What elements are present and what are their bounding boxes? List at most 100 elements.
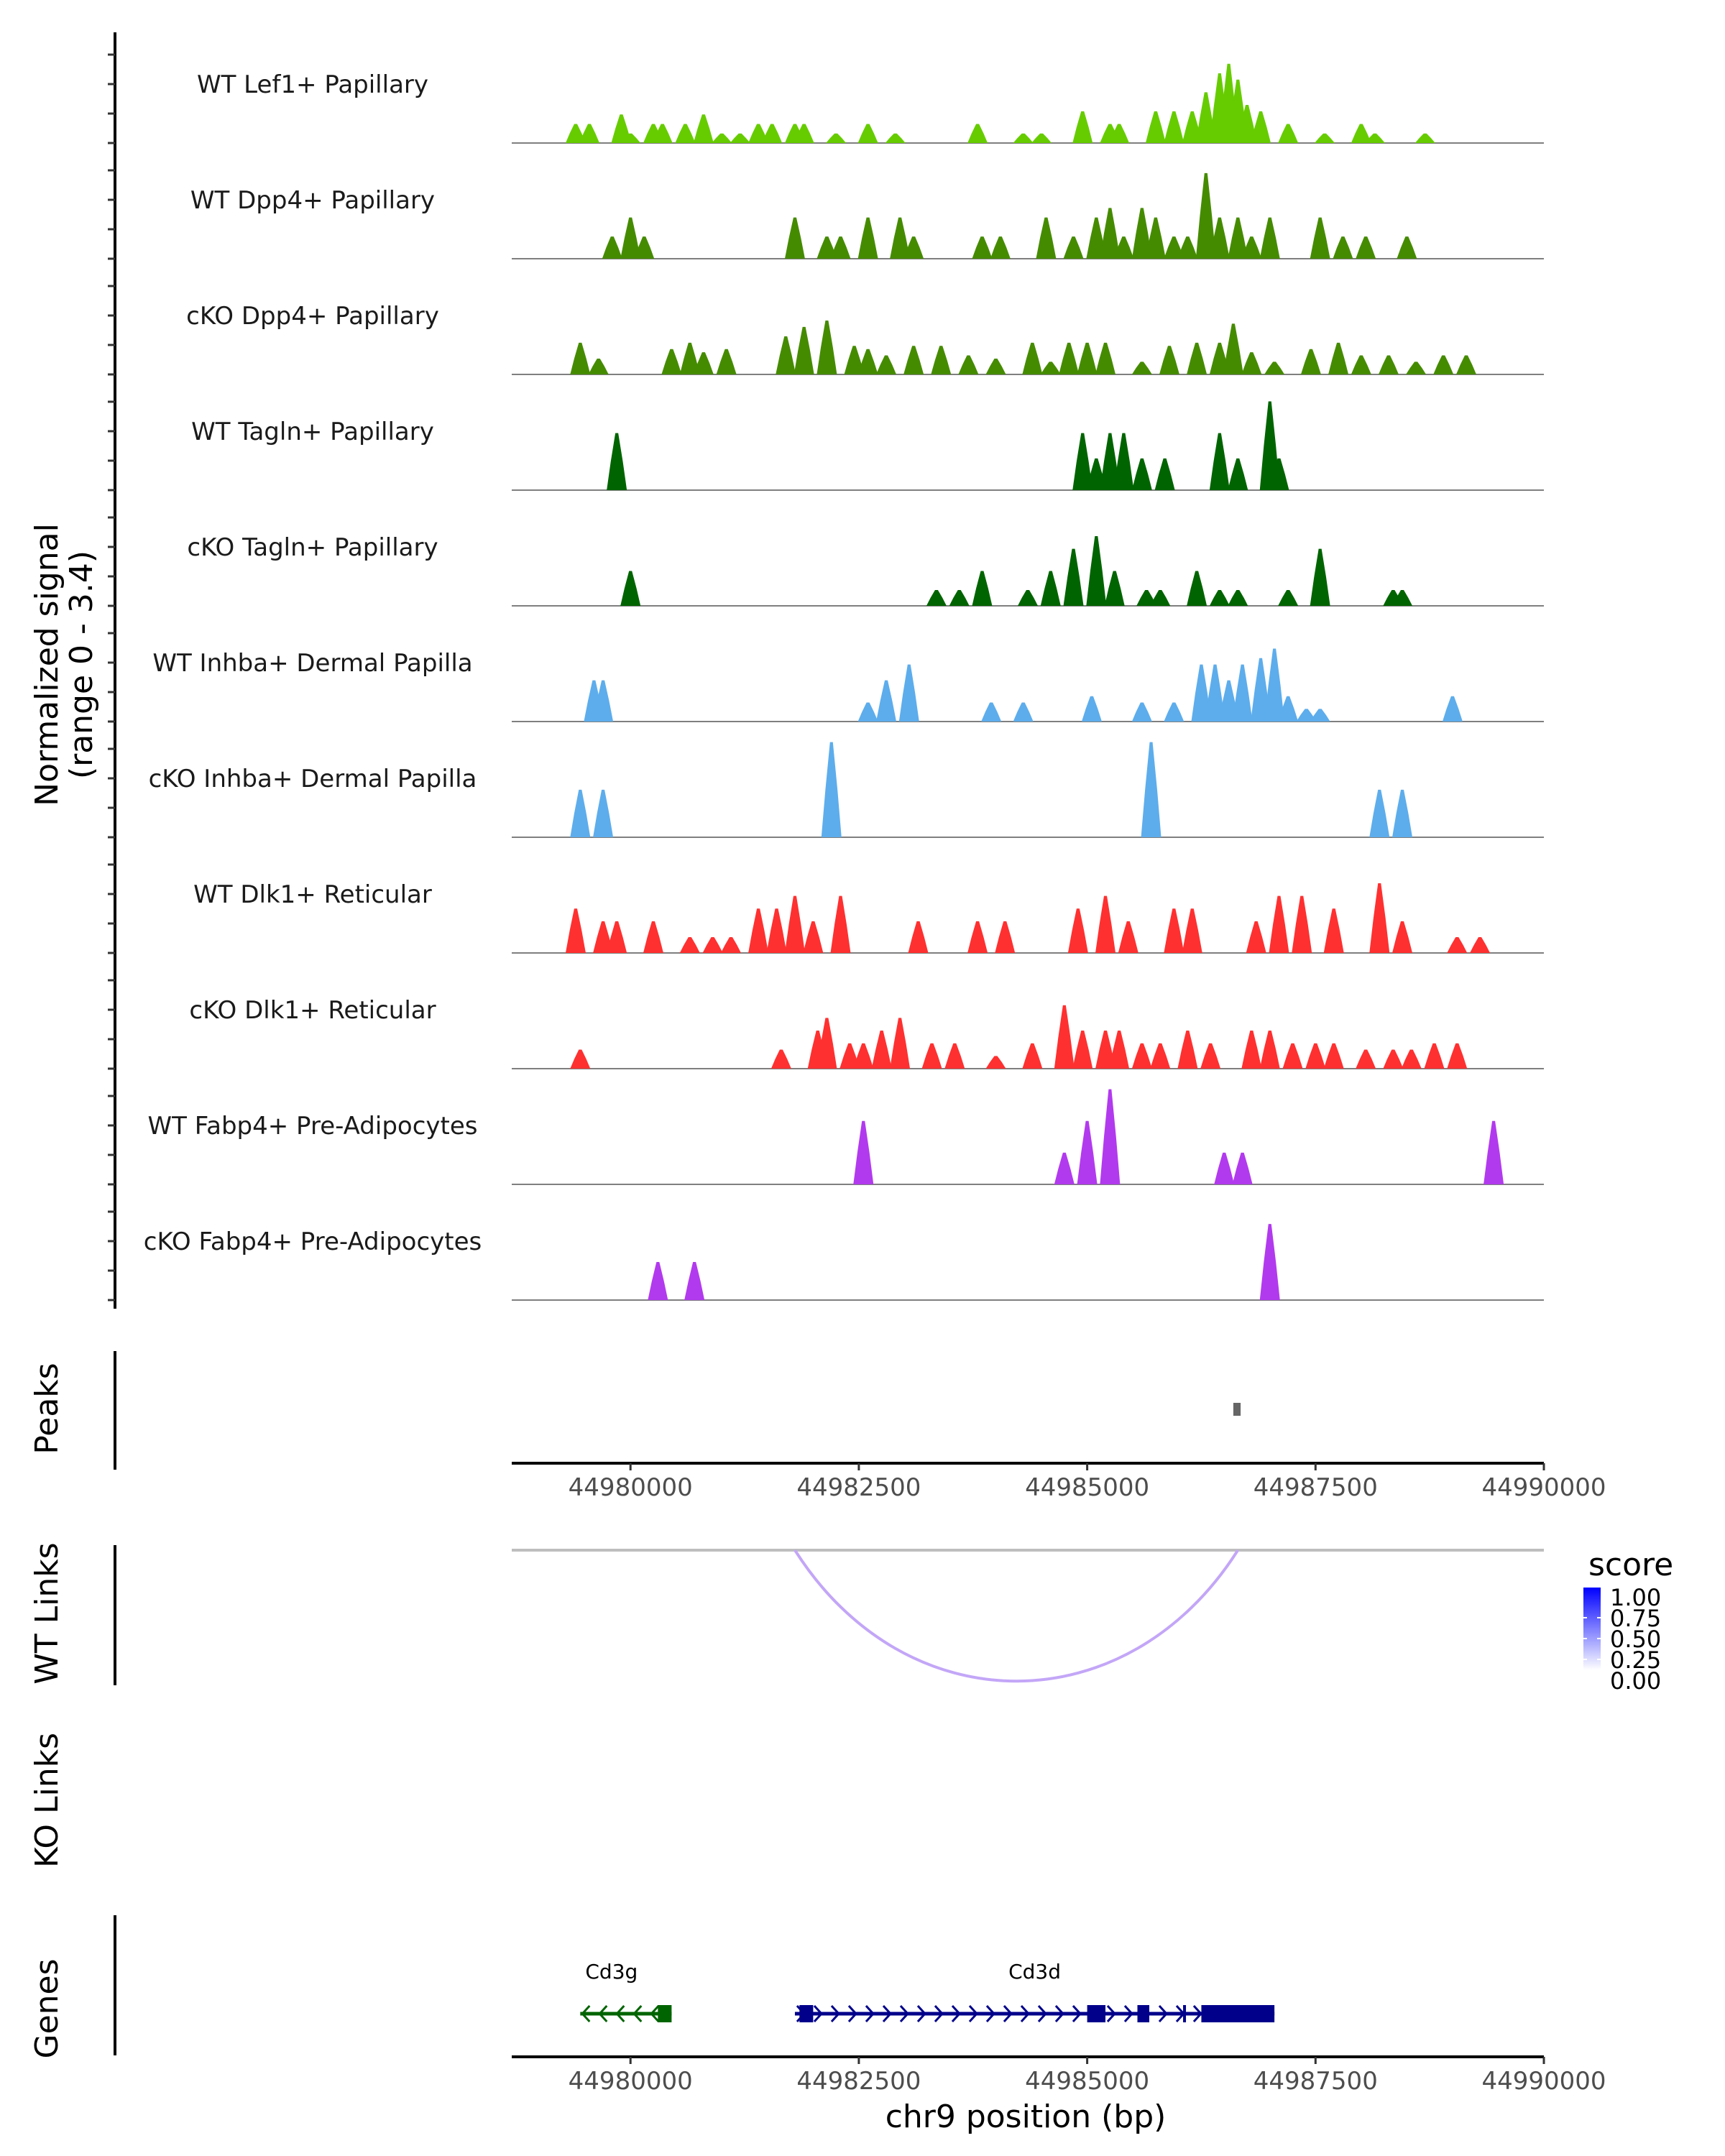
signal-peak (1131, 1043, 1152, 1069)
signal-peak (1333, 236, 1353, 259)
signal-peak (1241, 352, 1262, 374)
legend-colorbar (1583, 1588, 1601, 1670)
signal-peak (1259, 1031, 1280, 1069)
signal-peak (1251, 658, 1271, 722)
coverage-track: WT Dpp4+ Papillary (190, 172, 1544, 259)
signal-peak (1310, 217, 1330, 259)
strand-arrow (830, 2004, 840, 2023)
signal-peak (981, 702, 1002, 722)
signal-peak (1063, 236, 1084, 259)
signal-peak (620, 571, 641, 606)
signal-peak (1113, 236, 1134, 259)
signal-peak (931, 346, 952, 374)
signal-peak (1100, 433, 1121, 490)
strand-arrow (1158, 2004, 1168, 2023)
signal-peak (611, 114, 632, 143)
signal-peak (840, 1043, 860, 1069)
signal-peak (1424, 1043, 1445, 1069)
signal-peak (885, 133, 906, 143)
signal-peak (762, 124, 783, 143)
signal-peak (1264, 361, 1285, 374)
strand-arrow (882, 2004, 892, 2023)
coverage-track: WT Tagln+ Papillary (191, 401, 1544, 491)
signal-peak (1323, 908, 1344, 953)
gene-exon (1183, 2005, 1187, 2022)
signal-peak (1200, 1043, 1221, 1069)
signal-peak (1259, 1224, 1280, 1300)
signal-peak (1442, 696, 1463, 722)
signal-peak (1187, 342, 1208, 374)
gene-model: Cd3g (580, 1960, 672, 2023)
signal-peak (1356, 236, 1376, 259)
gene-exon (799, 2005, 814, 2022)
signal-peak (1040, 571, 1061, 606)
coverage-ylabel-line1: Normalized signal (29, 523, 65, 806)
signal-peak (921, 1043, 942, 1069)
coverage-track: WT Inhba+ Dermal Papilla (152, 648, 1544, 722)
signal-peak (1315, 133, 1335, 143)
signal-peak (1054, 1152, 1075, 1184)
gene-exon (658, 2005, 672, 2022)
signal-peak (1259, 217, 1280, 259)
signal-peak (857, 124, 878, 143)
signal-peak (570, 342, 591, 374)
signal-peak (593, 789, 614, 837)
signal-peak (712, 133, 732, 143)
signal-peak (803, 921, 824, 953)
signal-peak (702, 936, 723, 953)
strand-arrow (1123, 2004, 1133, 2023)
coverage-track: cKO Dpp4+ Papillary (186, 302, 1544, 375)
signal-peak (588, 358, 609, 374)
signal-peak (816, 1018, 837, 1069)
strand-arrow (1037, 2004, 1047, 2023)
signal-peak (1300, 349, 1321, 374)
signal-peak (903, 346, 924, 374)
signal-peak (1131, 702, 1152, 722)
signal-peak (844, 346, 865, 374)
strand-arrow (632, 2004, 643, 2023)
signal-peak (1246, 921, 1266, 953)
signal-peak (1031, 133, 1052, 143)
signal-peak (871, 1031, 892, 1069)
signal-peak (1214, 1152, 1235, 1184)
signal-peak (1264, 648, 1285, 722)
signal-peak (1113, 433, 1134, 490)
signal-peak (967, 921, 988, 953)
signal-peak (876, 680, 897, 722)
signal-peak (1141, 742, 1162, 837)
strand-arrow (916, 2004, 926, 2023)
signal-peak (830, 895, 851, 953)
coverage-track: cKO Fabp4+ Pre-Adipocytes (144, 1224, 1544, 1301)
signal-peak (1150, 1043, 1171, 1069)
signal-peak (784, 217, 805, 259)
signal-peak (1154, 458, 1175, 490)
signal-peak (620, 217, 641, 259)
signal-peak (826, 133, 847, 143)
coverage-track: cKO Tagln+ Papillary (187, 533, 1544, 607)
gene-exon (1087, 2005, 1106, 2022)
signal-peak (1164, 702, 1184, 722)
signal-peak (1164, 236, 1184, 259)
signal-peak (821, 742, 842, 837)
signal-peak (995, 921, 1016, 953)
strand-arrow (934, 2004, 944, 2023)
strand-arrow (1020, 2004, 1030, 2023)
signal-peak (1232, 1152, 1253, 1184)
signal-peak (661, 349, 682, 374)
x-tick-label: 44980000 (569, 1473, 693, 1502)
signal-peak (570, 1049, 591, 1069)
legend-title: score (1588, 1547, 1673, 1583)
signal-peak (972, 571, 993, 606)
signal-peak (1118, 921, 1138, 953)
signal-peak (679, 936, 700, 953)
strand-arrow (1054, 2004, 1064, 2023)
legend-tick-label: 1.00 (1610, 1584, 1661, 1611)
signal-peak (1022, 342, 1043, 374)
signal-peak (1013, 133, 1034, 143)
strand-arrow (598, 2004, 608, 2023)
track-label: WT Dlk1+ Reticular (193, 880, 432, 909)
strand-arrow (1003, 2004, 1013, 2023)
signal-peak (1195, 92, 1216, 143)
signal-peak (766, 908, 787, 953)
signal-peak (1013, 702, 1034, 722)
